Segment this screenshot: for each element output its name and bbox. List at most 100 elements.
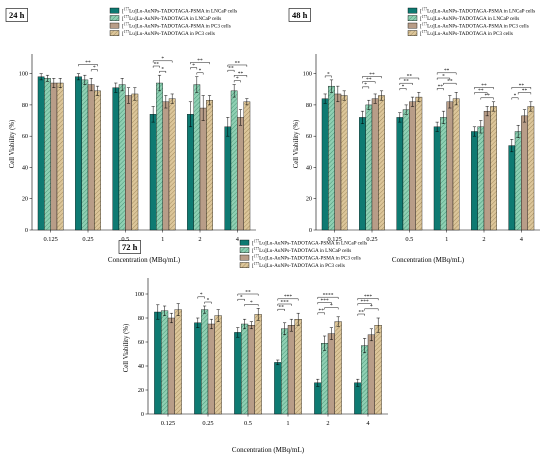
y-tick-label: 40 xyxy=(138,363,144,370)
x-tick-label: 1 xyxy=(161,236,164,243)
significance-label: *** xyxy=(364,294,372,300)
legend-label: [177Lu]Lu-AuNPs-TADOTAGA-PSMA in PC3 cel… xyxy=(252,255,361,262)
y-tick-label: 100 xyxy=(135,291,144,298)
panel-label-box xyxy=(288,8,311,22)
y-tick-label: 80 xyxy=(306,102,312,109)
x-tick-label: 1 xyxy=(445,236,448,243)
significance-label: ** xyxy=(154,61,160,67)
significance-bracket xyxy=(237,293,259,296)
bar xyxy=(281,328,289,415)
significance-label: * xyxy=(327,71,330,77)
bar xyxy=(44,78,51,231)
significance-bracket xyxy=(90,69,98,72)
significance-bracket xyxy=(277,308,285,311)
chart-panel-2: 48 h [177Lu]Lu-AuNPs-TADOTAGA-PSMA in LNC… xyxy=(288,7,540,264)
bar xyxy=(207,323,215,415)
legend-label: [177Lu]Lu-AuNPs-TADOTAGA in LNCaP cells xyxy=(252,247,351,254)
bar xyxy=(149,114,157,231)
significance-label: * xyxy=(442,73,445,79)
bar xyxy=(287,325,295,415)
bar xyxy=(154,311,162,415)
significance-bracket xyxy=(317,296,339,299)
bar xyxy=(433,126,441,231)
x-tick-label: 0.125 xyxy=(161,420,175,427)
bar xyxy=(193,84,201,231)
bar xyxy=(521,115,528,231)
significance-bracket xyxy=(399,77,420,80)
significance-label: ** xyxy=(407,73,413,79)
significance-label: * xyxy=(240,295,243,301)
significance-label: * xyxy=(402,84,405,90)
bar xyxy=(94,90,101,231)
x-tick-label: 4 xyxy=(520,236,524,243)
legend: [177Lu]Lu-AuNPs-TADOTAGA-PSMA in LNCaP c… xyxy=(109,7,237,37)
legend-label: [177Lu]Lu-AuNPs-TADOTAGA in LNCaP cells xyxy=(420,15,519,22)
legend-label: [177Lu]Lu-AuNPs-TADOTAGA-PSMA in PC3 cel… xyxy=(122,23,231,30)
bar xyxy=(490,106,497,231)
bar xyxy=(174,309,182,415)
x-axis-label: Concentration (MBq/mL) xyxy=(232,446,305,454)
bar xyxy=(371,98,379,231)
y-tick-label: 60 xyxy=(138,339,144,346)
significance-bracket xyxy=(317,302,332,305)
legend: [177Lu]Lu-AuNPs-TADOTAGA-PSMA in LNCaP c… xyxy=(239,240,367,269)
significance-bracket xyxy=(362,81,376,84)
x-axis-label: Concentration (MBq/mL) xyxy=(392,256,465,264)
x-tick-label: 0.125 xyxy=(43,236,57,243)
significance-bracket xyxy=(517,92,532,95)
bar xyxy=(415,96,423,231)
x-tick-label: 4 xyxy=(366,420,370,427)
bar xyxy=(471,131,478,231)
legend-swatch xyxy=(407,22,418,29)
significance-bracket xyxy=(480,97,494,100)
legend-swatch xyxy=(239,254,250,261)
significance-bracket xyxy=(204,301,212,304)
significance-bracket xyxy=(237,298,245,301)
significance-bracket xyxy=(277,298,299,301)
bar xyxy=(230,90,238,231)
y-tick-label: 0 xyxy=(141,411,144,418)
significance-bracket xyxy=(399,82,413,85)
legend-swatch xyxy=(407,7,418,14)
bar xyxy=(125,95,132,231)
bar xyxy=(247,325,255,415)
bar xyxy=(56,82,64,231)
significance-label: *** xyxy=(284,294,292,300)
bar xyxy=(334,321,342,415)
significance-label: ** xyxy=(85,60,91,66)
bar xyxy=(374,325,382,415)
x-tick-label: 2 xyxy=(326,420,329,427)
significance-label: ** xyxy=(238,71,244,77)
significance-bracket xyxy=(317,312,325,315)
bar xyxy=(37,76,45,231)
legend-swatch xyxy=(109,15,120,21)
significance-label: *** xyxy=(321,298,329,304)
y-tick-label: 80 xyxy=(22,102,28,109)
significance-bracket xyxy=(277,303,292,306)
significance-bracket xyxy=(233,75,248,78)
x-tick-label: 2 xyxy=(198,236,201,243)
legend-swatch xyxy=(109,7,120,14)
significance-bracket xyxy=(244,304,259,307)
y-tick-label: 0 xyxy=(25,227,28,234)
bar xyxy=(314,382,322,415)
legend-label: [177Lu]Lu-AuNPs-TADOTAGA-PSMA in LNCaP c… xyxy=(122,8,237,15)
y-tick-label: 60 xyxy=(22,133,28,140)
significance-label: * xyxy=(93,65,96,71)
significance-label: * xyxy=(200,292,203,298)
significance-label: ** xyxy=(235,60,241,66)
bar xyxy=(327,333,335,415)
y-tick-label: 60 xyxy=(306,133,312,140)
significance-label: ** xyxy=(481,83,487,89)
bar xyxy=(50,82,58,231)
x-tick-label: 0.5 xyxy=(405,236,413,243)
panel-label: 72 h xyxy=(122,242,138,252)
significance-label: ** xyxy=(366,77,372,83)
bar xyxy=(527,106,535,231)
bar xyxy=(214,315,222,415)
significance-bracket xyxy=(364,308,379,311)
bar xyxy=(168,98,176,231)
significance-bracket xyxy=(227,64,248,67)
significance-bracket xyxy=(233,80,241,83)
significance-label: ** xyxy=(228,66,234,72)
